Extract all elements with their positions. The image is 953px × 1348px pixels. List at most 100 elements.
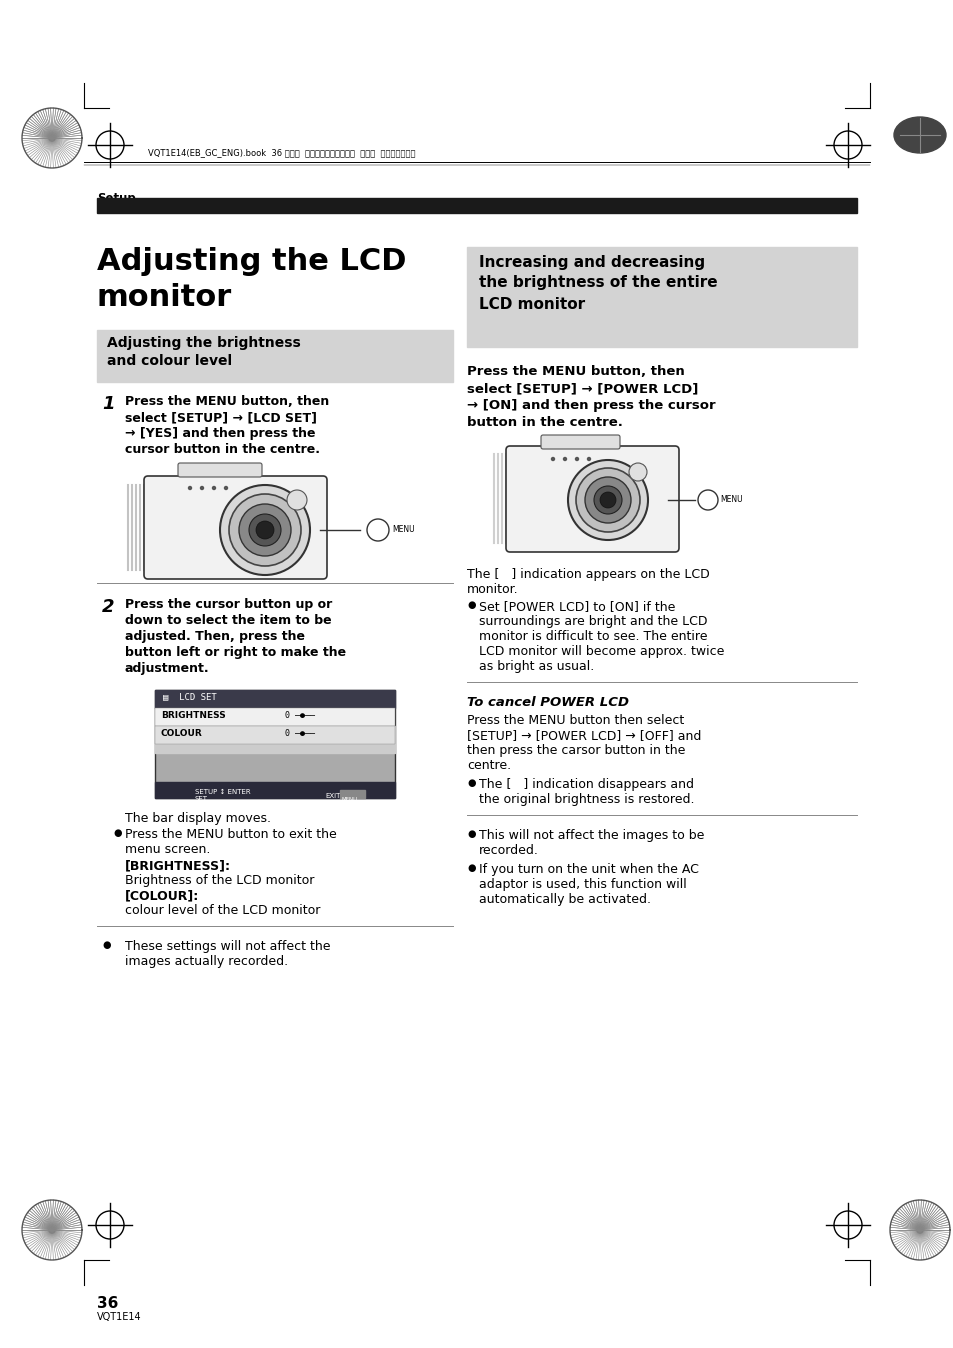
- Text: Press the MENU button, then: Press the MENU button, then: [125, 395, 329, 408]
- Text: down to select the item to be: down to select the item to be: [125, 613, 332, 627]
- Text: adjusted. Then, press the: adjusted. Then, press the: [125, 630, 305, 643]
- FancyBboxPatch shape: [540, 435, 619, 449]
- Text: These settings will not affect the: These settings will not affect the: [125, 940, 330, 953]
- Bar: [467, 247, 856, 346]
- Circle shape: [49, 135, 55, 142]
- Text: monitor: monitor: [97, 283, 232, 311]
- Text: The [   ] indication appears on the LCD: The [ ] indication appears on the LCD: [467, 568, 709, 581]
- Text: adaptor is used, this function will: adaptor is used, this function will: [478, 878, 686, 891]
- Text: [COLOUR]:: [COLOUR]:: [125, 888, 199, 902]
- Text: → [ON] and then press the cursor: → [ON] and then press the cursor: [467, 399, 715, 412]
- Circle shape: [563, 457, 566, 461]
- Text: select [SETUP] → [LCD SET]: select [SETUP] → [LCD SET]: [125, 411, 316, 425]
- Bar: [97, 198, 856, 213]
- Bar: [154, 690, 395, 798]
- Bar: [154, 708, 395, 727]
- Text: MENU: MENU: [720, 496, 741, 504]
- Text: If you turn on the unit when the AC: If you turn on the unit when the AC: [478, 863, 699, 876]
- Text: 2: 2: [102, 599, 114, 616]
- Text: cursor button in the centre.: cursor button in the centre.: [125, 443, 319, 456]
- Text: 1: 1: [102, 395, 114, 412]
- Text: menu screen.: menu screen.: [125, 842, 211, 856]
- Text: adjustment.: adjustment.: [125, 662, 210, 675]
- Circle shape: [255, 520, 274, 539]
- FancyBboxPatch shape: [178, 462, 262, 477]
- Text: button in the centre.: button in the centre.: [467, 417, 622, 429]
- Text: Increasing and decreasing: Increasing and decreasing: [478, 255, 704, 270]
- Text: [SETUP] → [POWER LCD] → [OFF] and: [SETUP] → [POWER LCD] → [OFF] and: [467, 729, 700, 741]
- Text: button left or right to make the: button left or right to make the: [125, 646, 346, 659]
- FancyBboxPatch shape: [144, 476, 327, 580]
- Text: Adjusting the brightness: Adjusting the brightness: [107, 336, 300, 350]
- Text: the original brightness is restored.: the original brightness is restored.: [478, 793, 694, 806]
- Text: SET: SET: [194, 797, 208, 802]
- Text: Setup: Setup: [97, 191, 135, 205]
- Text: 0 —●——: 0 —●——: [285, 710, 314, 720]
- Circle shape: [594, 487, 621, 514]
- Text: → [YES] and then press the: → [YES] and then press the: [125, 427, 315, 439]
- Circle shape: [551, 457, 554, 461]
- Circle shape: [367, 519, 389, 541]
- Text: Press the MENU button then select: Press the MENU button then select: [467, 714, 683, 727]
- Bar: [154, 727, 395, 754]
- Circle shape: [49, 1227, 55, 1233]
- Text: VQT1E14: VQT1E14: [97, 1312, 141, 1322]
- Circle shape: [213, 487, 215, 489]
- Text: the brightness of the entire: the brightness of the entire: [478, 275, 717, 290]
- Text: ●: ●: [467, 863, 475, 874]
- Text: Press the MENU button to exit the: Press the MENU button to exit the: [125, 828, 336, 841]
- Text: MENU: MENU: [341, 797, 357, 802]
- Circle shape: [189, 487, 192, 489]
- Text: ●: ●: [467, 829, 475, 838]
- Text: Adjusting the LCD: Adjusting the LCD: [97, 247, 406, 276]
- Circle shape: [224, 487, 227, 489]
- Text: select [SETUP] → [POWER LCD]: select [SETUP] → [POWER LCD]: [467, 381, 698, 395]
- Circle shape: [576, 468, 639, 532]
- Text: ●: ●: [102, 940, 111, 950]
- Circle shape: [587, 457, 590, 461]
- Text: ●: ●: [467, 600, 475, 611]
- Text: VQT1E14(EB_GC_ENG).book  36 ページ  ２００７年２月２８日  水曜日  午後２時２３分: VQT1E14(EB_GC_ENG).book 36 ページ ２００７年２月２８…: [148, 148, 416, 156]
- Circle shape: [220, 485, 310, 576]
- Circle shape: [229, 493, 301, 566]
- Text: ▤  LCD SET: ▤ LCD SET: [163, 692, 216, 701]
- Text: COLOUR: COLOUR: [161, 729, 203, 737]
- Bar: [97, 330, 453, 381]
- Text: SETUP ↕ ENTER: SETUP ↕ ENTER: [194, 789, 251, 795]
- Circle shape: [249, 514, 281, 546]
- Text: centre.: centre.: [467, 759, 511, 772]
- Circle shape: [567, 460, 647, 541]
- Text: Set [POWER LCD] to [ON] if the: Set [POWER LCD] to [ON] if the: [478, 600, 675, 613]
- Text: images actually recorded.: images actually recorded.: [125, 954, 288, 968]
- Circle shape: [575, 457, 578, 461]
- Text: Brightness of the LCD monitor: Brightness of the LCD monitor: [125, 874, 314, 887]
- Text: LCD monitor: LCD monitor: [478, 297, 584, 311]
- Text: 0 —●——: 0 —●——: [285, 729, 314, 737]
- Text: BRIGHTNESS: BRIGHTNESS: [161, 710, 226, 720]
- Bar: [154, 727, 395, 744]
- Circle shape: [698, 491, 718, 510]
- Text: Press the cursor button up or: Press the cursor button up or: [125, 599, 332, 611]
- Text: recorded.: recorded.: [478, 844, 538, 857]
- Text: ●: ●: [112, 828, 121, 838]
- Text: This will not affect the images to be: This will not affect the images to be: [478, 829, 703, 842]
- Text: as bright as usual.: as bright as usual.: [478, 661, 594, 673]
- Text: colour level of the LCD monitor: colour level of the LCD monitor: [125, 905, 320, 917]
- Text: EXIT: EXIT: [325, 793, 340, 799]
- Text: ●: ●: [467, 778, 475, 789]
- Circle shape: [287, 491, 307, 510]
- Circle shape: [239, 504, 291, 555]
- Text: monitor is difficult to see. The entire: monitor is difficult to see. The entire: [478, 630, 707, 643]
- Circle shape: [628, 462, 646, 481]
- Text: To cancel POWER LCD: To cancel POWER LCD: [467, 696, 628, 709]
- Ellipse shape: [893, 117, 945, 154]
- Text: surroundings are bright and the LCD: surroundings are bright and the LCD: [478, 615, 707, 628]
- Circle shape: [200, 487, 203, 489]
- Text: MENU: MENU: [392, 526, 415, 535]
- Text: and colour level: and colour level: [107, 355, 232, 368]
- Text: Press the MENU button, then: Press the MENU button, then: [467, 365, 684, 377]
- Text: LCD monitor will become approx. twice: LCD monitor will become approx. twice: [478, 644, 723, 658]
- Circle shape: [916, 1227, 923, 1233]
- Text: The bar display moves.: The bar display moves.: [125, 811, 271, 825]
- FancyBboxPatch shape: [505, 446, 679, 551]
